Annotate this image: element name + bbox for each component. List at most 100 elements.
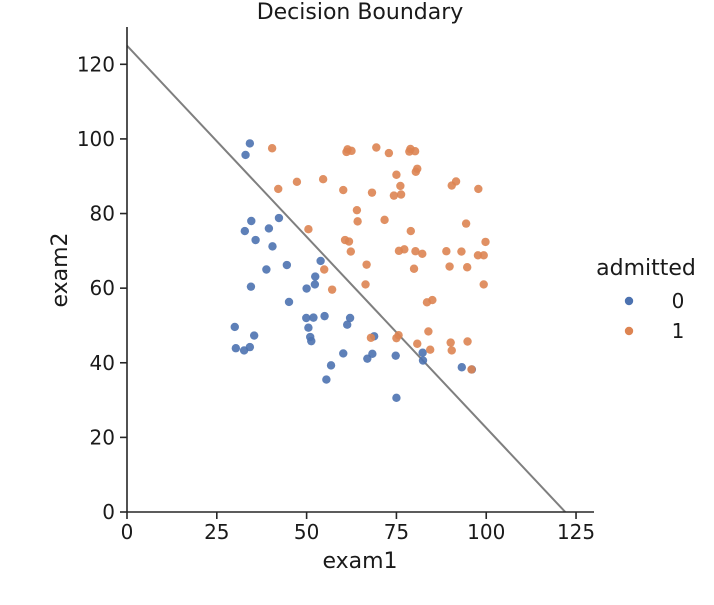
data-point	[302, 284, 311, 293]
data-point	[302, 313, 311, 323]
data-point	[413, 339, 422, 348]
data-point	[394, 330, 403, 340]
data-point	[343, 145, 352, 154]
data-point	[249, 331, 259, 340]
x-tick-label: 125	[557, 520, 595, 544]
data-point	[361, 280, 370, 289]
data-point	[251, 235, 260, 245]
data-point	[262, 265, 271, 274]
data-point	[362, 260, 371, 269]
data-point	[274, 213, 284, 223]
data-point	[406, 144, 415, 154]
data-point	[245, 342, 255, 352]
x-tick-label: 100	[467, 520, 505, 544]
legend-label-0: 0	[672, 289, 685, 313]
data-point	[479, 280, 488, 289]
data-point	[418, 249, 427, 259]
data-point	[474, 184, 483, 194]
data-point	[447, 346, 456, 355]
data-point	[327, 285, 337, 294]
data-point	[326, 361, 336, 370]
data-point	[391, 351, 400, 360]
data-point	[446, 338, 455, 347]
y-tick-label: 60	[90, 276, 115, 300]
data-point	[396, 190, 406, 199]
data-point	[241, 150, 250, 160]
data-point	[304, 225, 313, 234]
data-point	[320, 265, 329, 274]
data-point	[418, 348, 427, 357]
y-tick-label: 20	[90, 425, 115, 449]
plot-area	[126, 44, 566, 513]
data-point	[424, 327, 433, 336]
data-point	[240, 226, 250, 236]
data-point	[267, 144, 277, 153]
data-point	[392, 393, 401, 403]
y-tick-label: 40	[90, 351, 115, 375]
data-point	[463, 337, 472, 346]
data-point	[479, 251, 488, 260]
data-point	[384, 148, 394, 158]
data-point	[345, 313, 355, 323]
data-point	[366, 333, 376, 342]
legend-entries: 01	[624, 289, 685, 343]
y-tick-label: 120	[77, 52, 115, 76]
data-point	[343, 320, 352, 329]
decision-boundary-line	[126, 44, 566, 513]
data-point	[346, 247, 356, 256]
legend: admitted 01	[596, 256, 696, 343]
data-point	[344, 237, 354, 246]
data-point	[368, 349, 377, 359]
data-point	[352, 205, 362, 215]
data-point	[442, 247, 451, 256]
data-point	[247, 216, 256, 226]
data-point	[394, 246, 404, 256]
data-point	[230, 322, 239, 332]
data-point	[409, 264, 419, 273]
data-point	[339, 349, 348, 358]
data-point	[282, 260, 292, 270]
data-point	[457, 247, 466, 256]
data-point	[246, 282, 256, 291]
data-point	[264, 224, 274, 233]
data-point	[413, 164, 422, 173]
data-point	[320, 311, 329, 321]
data-point	[467, 365, 476, 374]
data-point	[304, 323, 313, 332]
x-tick-label: 50	[294, 520, 319, 544]
legend-title: admitted	[596, 256, 696, 281]
data-point	[284, 297, 294, 307]
data-point	[445, 262, 454, 271]
data-point	[389, 191, 399, 200]
x-tick-label: 75	[384, 520, 409, 544]
data-point	[418, 356, 428, 365]
data-point	[318, 175, 328, 184]
data-point	[353, 217, 362, 226]
data-point	[406, 226, 415, 236]
x-tick-label: 25	[204, 520, 229, 544]
data-point	[372, 143, 381, 152]
data-point	[310, 280, 320, 289]
data-point	[461, 219, 471, 228]
data-point	[462, 263, 472, 272]
x-axis-label: exam1	[322, 549, 397, 574]
y-tick-label: 0	[102, 500, 115, 524]
data-point	[307, 336, 316, 346]
data-point	[457, 363, 467, 372]
legend-label-1: 1	[672, 319, 685, 343]
data-point	[367, 188, 377, 197]
data-point	[396, 181, 405, 191]
data-point	[411, 247, 420, 256]
data-point	[451, 177, 461, 186]
data-point	[268, 242, 277, 251]
data-point	[481, 237, 490, 247]
y-axis-label: exam2	[48, 232, 73, 307]
data-point	[339, 185, 348, 195]
y-axis-ticks: 0 20 40 60 80 100 120	[77, 52, 127, 524]
legend-marker-1	[624, 326, 634, 336]
x-tick-label: 0	[121, 520, 134, 544]
data-point	[311, 272, 320, 281]
series-0	[230, 139, 477, 403]
